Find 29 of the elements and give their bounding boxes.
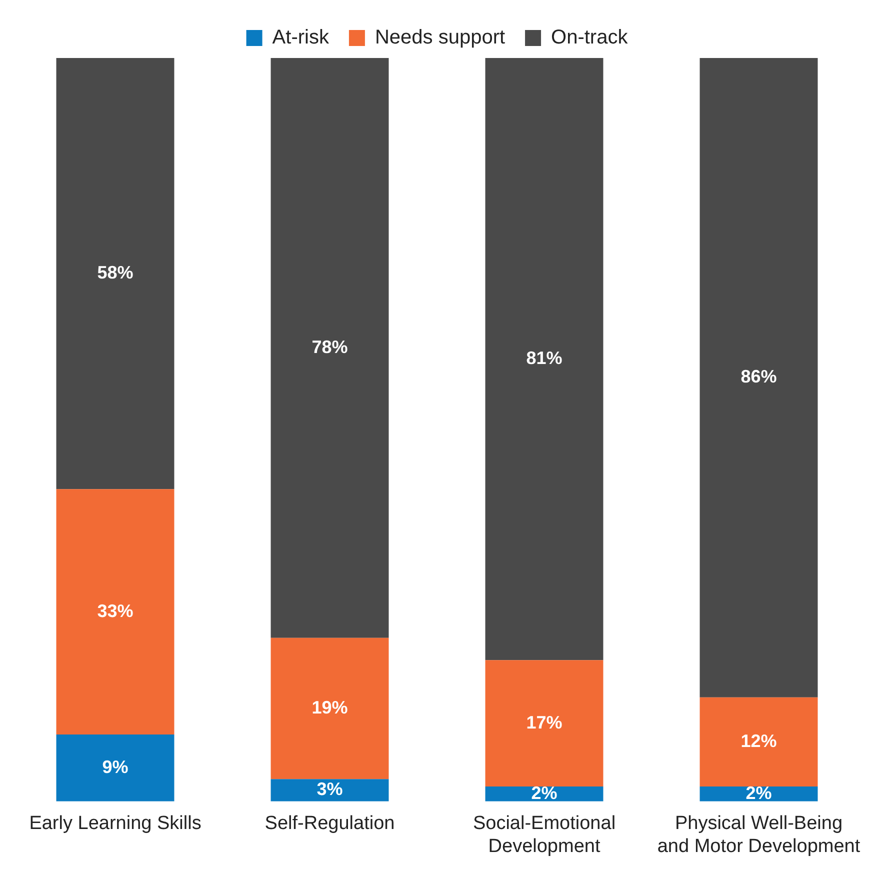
data-label: 81% xyxy=(526,348,562,368)
bar xyxy=(700,697,818,787)
x-tick-label: Social-Emotional Development xyxy=(472,813,616,857)
data-label: 78% xyxy=(312,336,348,357)
data-label: 19% xyxy=(312,697,348,718)
x-tick-label: Early Learning Skills xyxy=(29,813,202,834)
bar xyxy=(56,734,174,802)
data-label: 12% xyxy=(740,730,777,751)
x-tick-label: Self-Regulation xyxy=(264,813,395,834)
x-tick-label: Physical Well-Being and Motor Development xyxy=(657,813,861,857)
legend-label: On-track xyxy=(551,26,629,49)
data-label: 9% xyxy=(102,756,128,777)
bar xyxy=(700,58,818,698)
legend-label: At-risk xyxy=(272,26,330,49)
data-label: 58% xyxy=(97,262,134,283)
data-label: 17% xyxy=(526,712,562,732)
bar xyxy=(56,489,174,734)
data-label: 2% xyxy=(531,782,558,803)
bar xyxy=(270,58,389,638)
bar xyxy=(56,58,174,490)
bar xyxy=(485,660,604,787)
data-label: 2% xyxy=(746,782,772,803)
data-label: 86% xyxy=(740,366,777,387)
data-label: 33% xyxy=(97,600,134,621)
legend-label: Needs support xyxy=(374,26,506,49)
data-label: 3% xyxy=(316,779,343,800)
bar xyxy=(270,638,389,780)
bar xyxy=(485,58,604,660)
bar xyxy=(270,779,389,802)
